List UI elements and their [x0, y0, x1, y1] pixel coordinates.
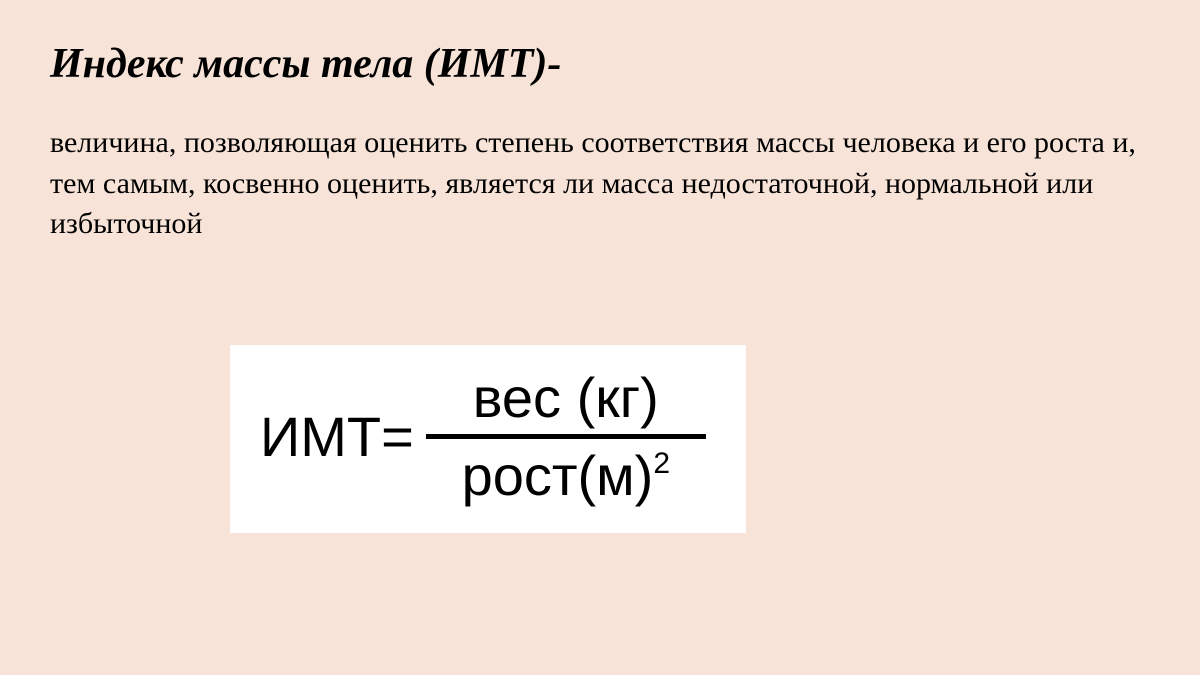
page-title: Индекс массы тела (ИМТ)-: [50, 40, 1150, 88]
formula-lhs: ИМТ=: [260, 404, 414, 469]
denominator-base: рост(м): [462, 444, 654, 507]
denominator-exponent: 2: [653, 447, 670, 480]
bmi-formula: ИМТ= вес (кг) рост(м)2: [260, 365, 706, 508]
formula-fraction: вес (кг) рост(м)2: [426, 365, 706, 508]
formula-denominator: рост(м)2: [454, 439, 678, 508]
description-text: величина, позволяющая оценить степень со…: [50, 123, 1150, 245]
formula-container: ИМТ= вес (кг) рост(м)2: [230, 345, 746, 533]
formula-numerator: вес (кг): [465, 365, 667, 434]
